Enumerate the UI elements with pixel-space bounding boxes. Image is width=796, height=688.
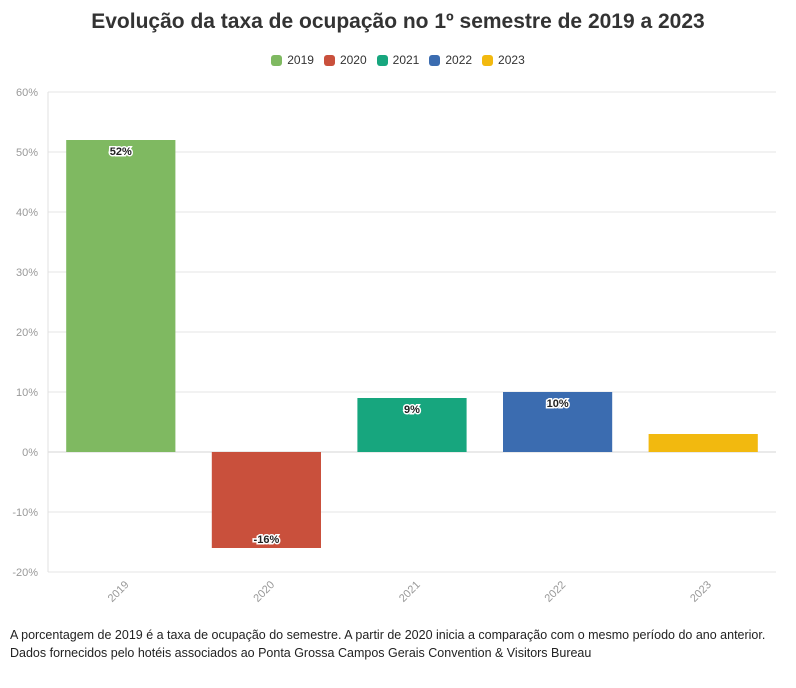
bar-2020 [211, 452, 321, 548]
legend-item-2021[interactable]: 2021 [376, 53, 420, 67]
chart-title: Evolução da taxa de ocupação no 1º semes… [91, 10, 705, 33]
legend-label: 2022 [445, 53, 473, 67]
x-tick-label: 2020 [251, 579, 277, 605]
legend-swatch [271, 54, 283, 66]
y-tick-label: 30% [16, 267, 38, 279]
y-tick-label: 0% [22, 447, 38, 459]
x-tick-label: 2019 [106, 579, 132, 605]
chart-legend: 2019 2020 2021 2022 2023 [0, 53, 796, 67]
data-label: 52% [110, 146, 132, 158]
legend-label: 2020 [339, 53, 367, 67]
legend-swatch [376, 54, 388, 66]
y-tick-label: 40% [16, 207, 38, 219]
footnote-line-1: A porcentagem de 2019 é a taxa de ocupaç… [10, 628, 766, 642]
legend-swatch [482, 54, 494, 66]
legend-swatch [323, 54, 335, 66]
data-label: -16% [254, 534, 280, 546]
y-tick-label: 60% [16, 87, 38, 99]
legend-item-2022[interactable]: 2022 [429, 53, 472, 67]
bar-2021 [357, 398, 467, 452]
data-label: 9% [404, 404, 420, 416]
y-tick-label: 20% [16, 327, 38, 339]
data-label: 10% [547, 398, 569, 410]
bar-2022 [503, 392, 613, 452]
legend-item-2023[interactable]: 2023 [482, 53, 525, 67]
legend-label: 2021 [392, 53, 420, 67]
y-tick-label: -20% [12, 567, 38, 579]
x-tick-label: 2023 [688, 579, 714, 605]
x-tick-label: 2022 [543, 579, 569, 605]
x-tick-label: 2021 [397, 579, 423, 605]
footnote-line-2: Dados fornecidos pelo hotéis associados … [10, 646, 592, 660]
legend-swatch [429, 54, 441, 66]
y-tick-label: 50% [16, 147, 38, 159]
bar-chart: -20% -10% 0% 10% 20% 30% 40% 50% 60% 52% 2019 -16% 2… [12, 87, 776, 605]
bar-2019 [66, 140, 176, 452]
legend-label: 2023 [498, 53, 525, 67]
y-tick-label: 10% [16, 387, 38, 399]
legend-label: 2019 [287, 53, 314, 67]
bar-2023 [648, 434, 758, 452]
y-tick-label: -10% [12, 507, 38, 519]
chart-footnote: A porcentagem de 2019 é a taxa de ocupaç… [10, 626, 780, 662]
legend-item-2020[interactable]: 2020 [323, 53, 367, 67]
legend-item-2019[interactable]: 2019 [271, 53, 314, 67]
